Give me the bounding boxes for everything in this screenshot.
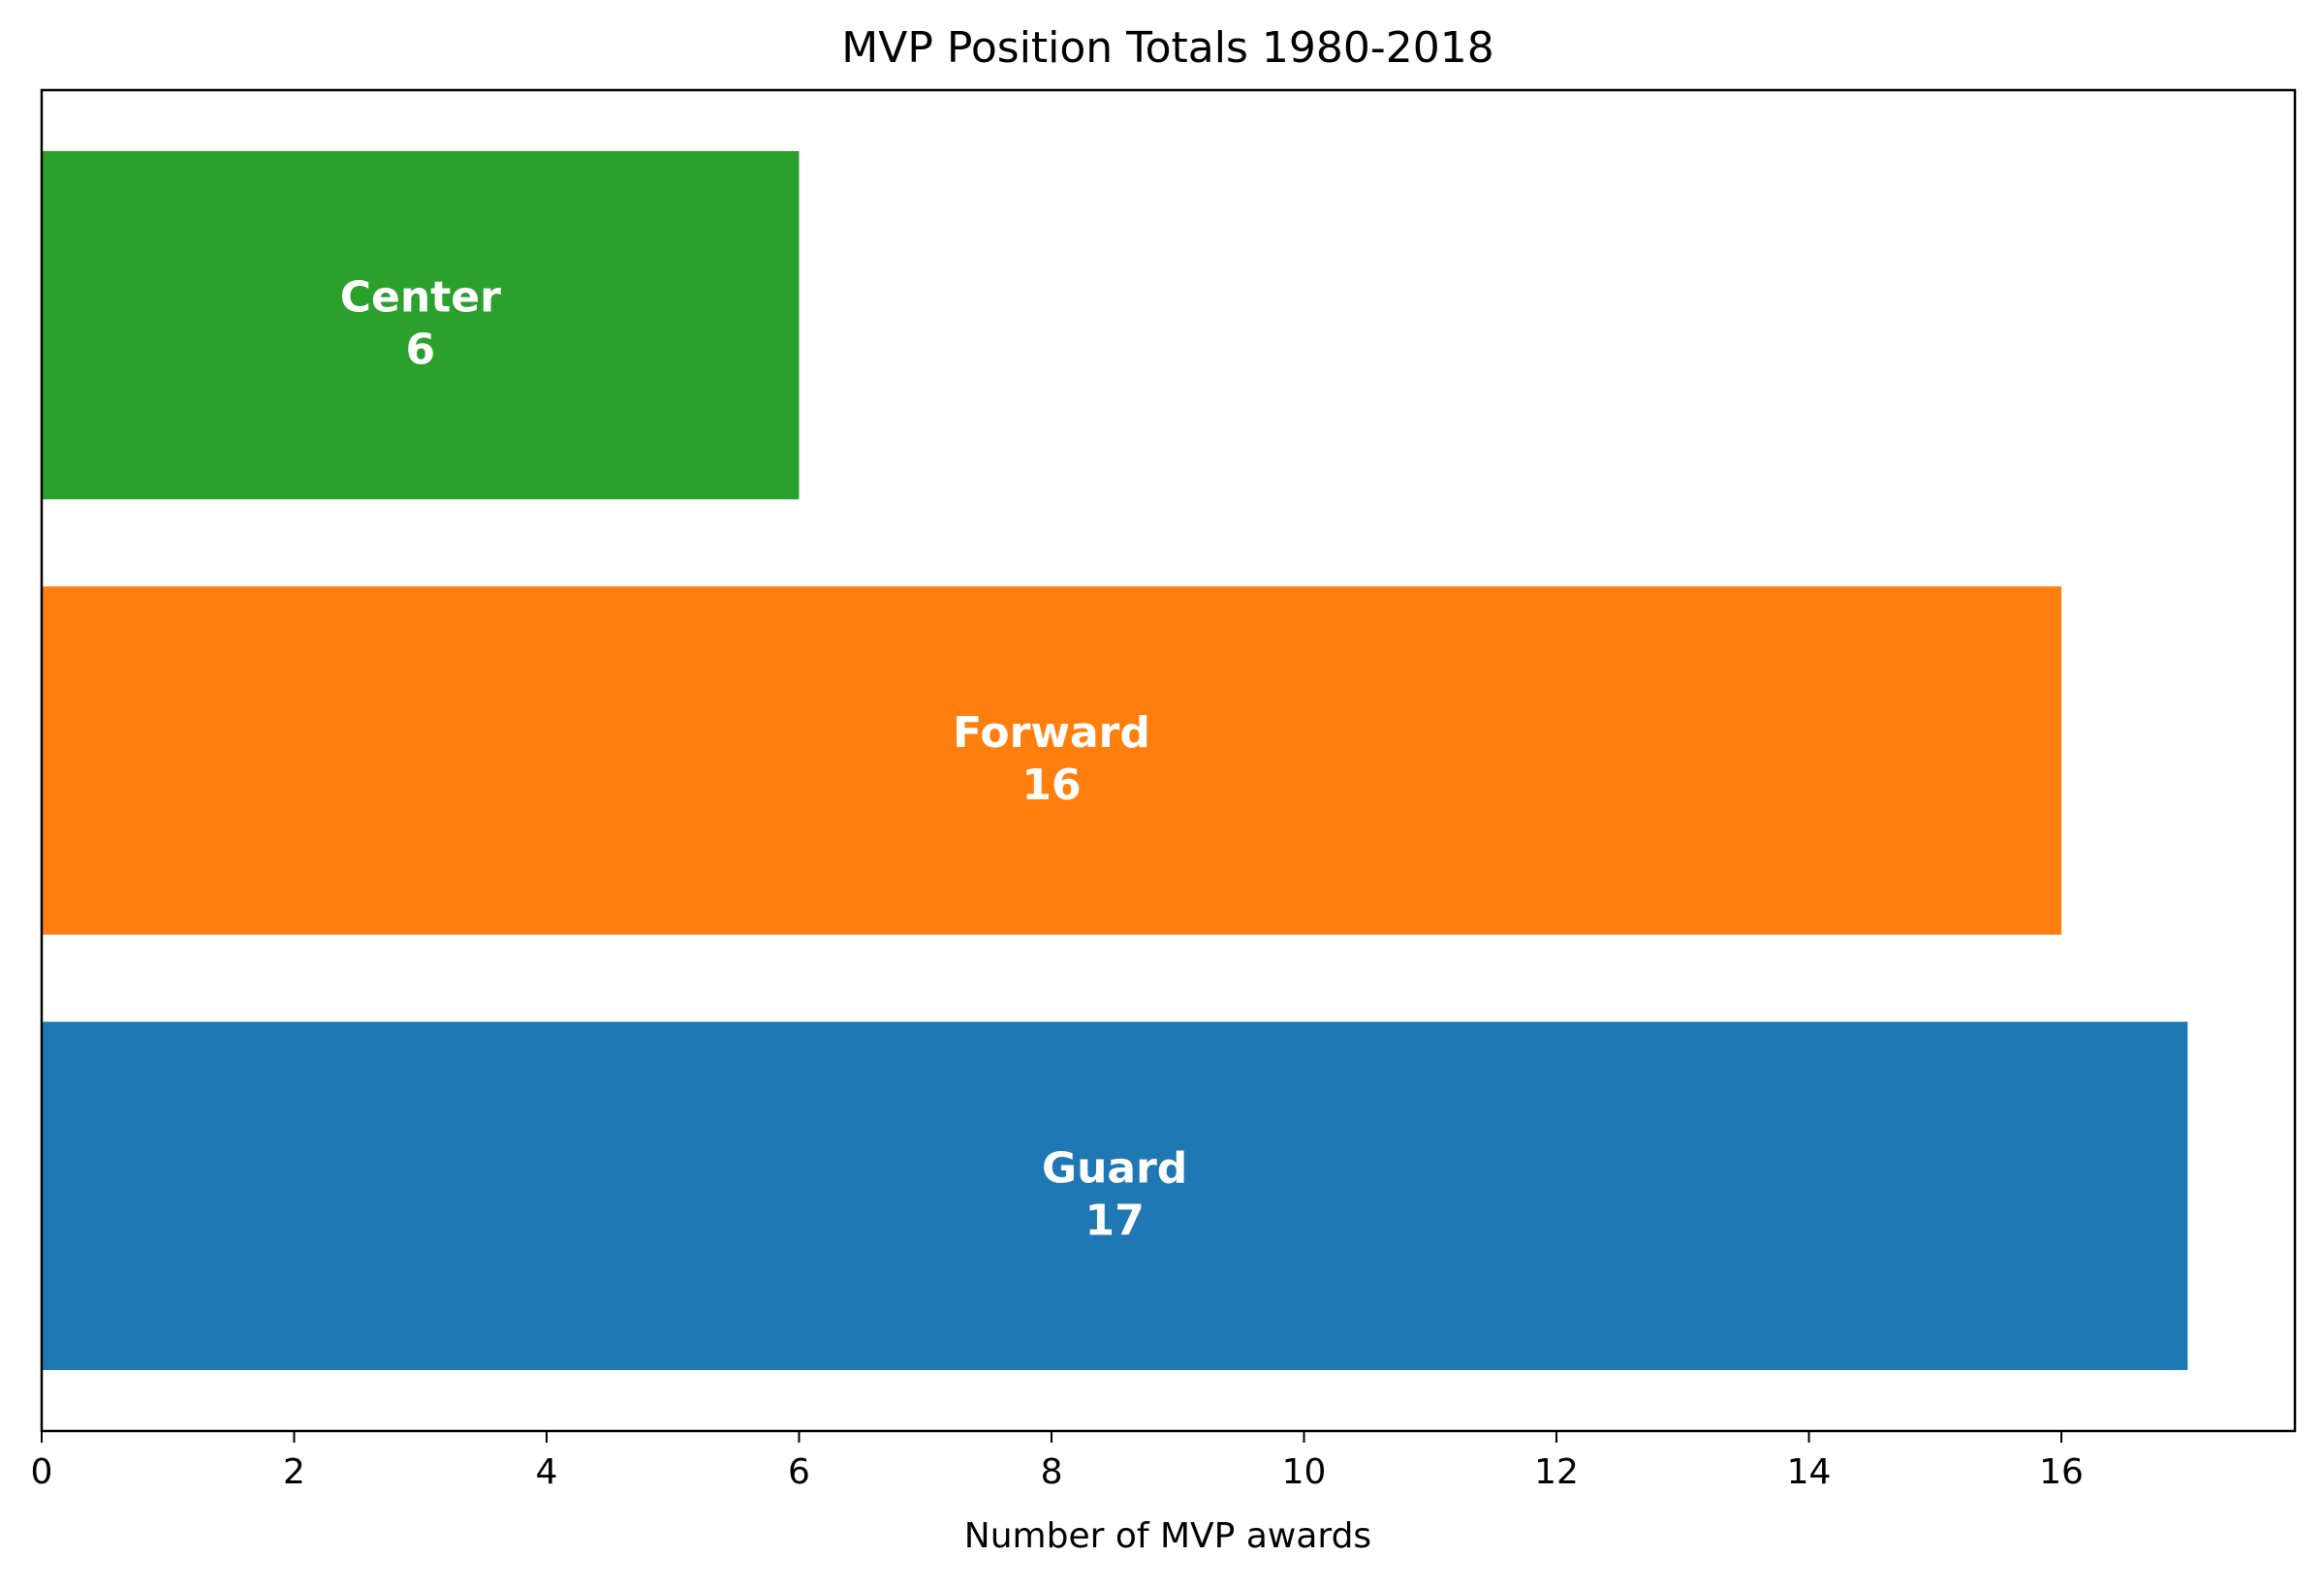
bar-label-guard-name: Guard [1042, 1143, 1187, 1193]
bar-label-forward-name: Forward [953, 708, 1150, 758]
x-tick-label-12: 12 [1534, 1452, 1579, 1492]
x-tick-label-2: 2 [283, 1452, 305, 1492]
x-tick-label-14: 14 [1787, 1452, 1832, 1492]
x-axis-ticks: 0 2 4 6 8 10 12 14 16 [31, 1431, 2084, 1492]
x-tick-label-8: 8 [1041, 1452, 1063, 1492]
chart-title: MVP Position Totals 1980-2018 [841, 23, 1493, 73]
bar-label-guard-value: 17 [1085, 1196, 1145, 1245]
bar-center [42, 150, 800, 500]
bars-group [42, 150, 2188, 1371]
bar-forward [42, 586, 2062, 935]
x-tick-label-4: 4 [536, 1452, 558, 1492]
x-tick-label-0: 0 [31, 1452, 53, 1492]
x-tick-label-6: 6 [788, 1452, 810, 1492]
plot-frame [40, 88, 2297, 1433]
bar-label-center-name: Center [340, 273, 501, 323]
bar-label-forward-value: 16 [1021, 761, 1081, 810]
bar-guard [42, 1021, 2188, 1371]
x-tick-label-16: 16 [2039, 1452, 2084, 1492]
x-tick-label-10: 10 [1282, 1452, 1327, 1492]
bar-label-center-value: 6 [405, 326, 435, 375]
x-axis-label: Number of MVP awards [964, 1516, 1371, 1556]
